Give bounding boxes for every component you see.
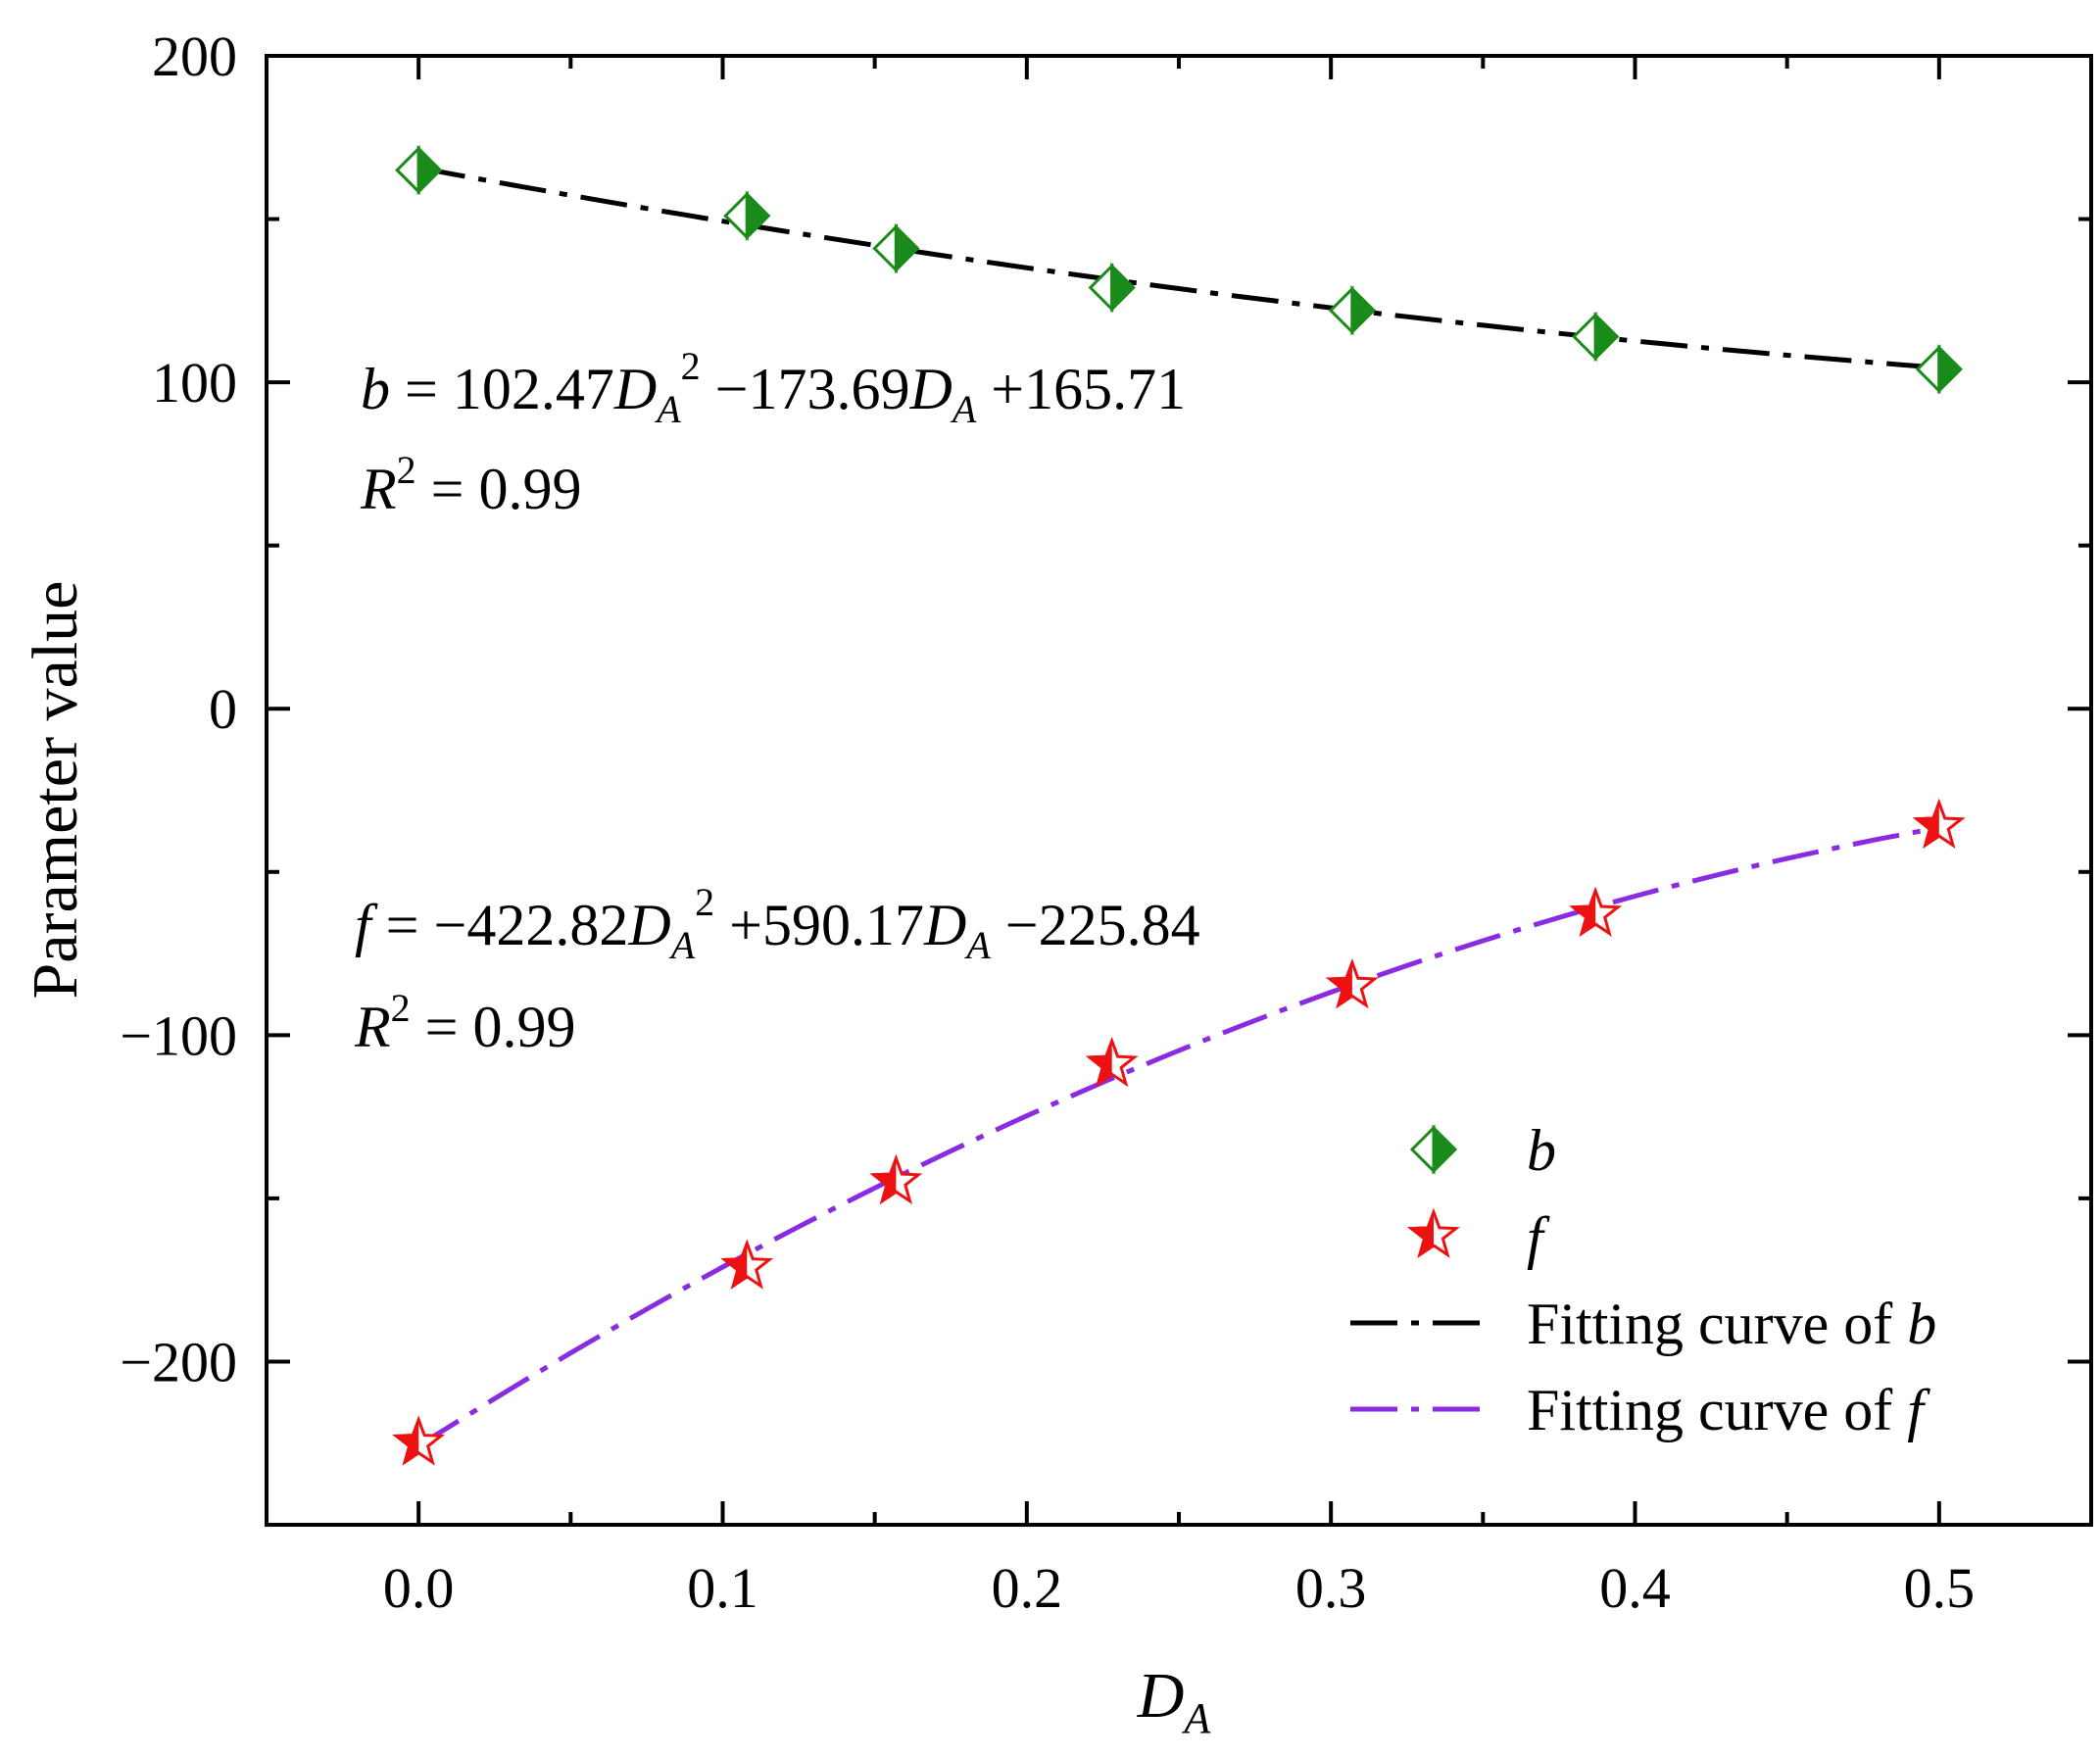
x-tick-label: 0.2 bbox=[992, 1556, 1063, 1620]
point-b bbox=[872, 222, 920, 274]
point-b bbox=[395, 144, 443, 196]
r-squared-b: R2 = 0.99 bbox=[360, 448, 582, 521]
legend-label-fit-f: Fitting curve of f bbox=[1527, 1378, 1930, 1442]
y-tick-label: −200 bbox=[120, 1330, 237, 1393]
legend-marker-b bbox=[1409, 1124, 1458, 1175]
x-tick-label: 0.3 bbox=[1295, 1556, 1367, 1620]
x-tick-label: 0.1 bbox=[687, 1556, 758, 1620]
legend-label-fit-b: Fitting curve of b bbox=[1527, 1292, 1936, 1356]
point-f bbox=[720, 1239, 774, 1290]
series-f-points bbox=[392, 798, 1966, 1466]
legend-star-marker bbox=[1407, 1207, 1460, 1258]
y-tick-label: 0 bbox=[209, 677, 237, 741]
equation-b: b = 102.47DA2 −173.69DA +165.71 bbox=[361, 344, 1186, 431]
point-f bbox=[1912, 798, 1966, 850]
equation-f: f = −422.82DA2 +590.17DA −225.84 bbox=[355, 880, 1200, 967]
y-tick-label: 200 bbox=[152, 24, 237, 88]
y-tick-label: −100 bbox=[120, 1003, 237, 1067]
legend-marker-f bbox=[1407, 1207, 1460, 1258]
x-tick-label: 0.5 bbox=[1904, 1556, 1976, 1620]
fit-curve-b bbox=[417, 165, 1939, 370]
point-f bbox=[1325, 958, 1379, 1009]
point-b bbox=[1915, 344, 1963, 395]
point-f bbox=[869, 1153, 923, 1205]
point-b bbox=[1088, 262, 1136, 314]
point-b bbox=[723, 190, 771, 241]
legend-label-b: b bbox=[1527, 1118, 1556, 1183]
point-f bbox=[1569, 886, 1623, 938]
plot-area bbox=[265, 54, 2093, 1527]
series-b-points bbox=[395, 144, 1963, 395]
fit-curve-f bbox=[416, 825, 1940, 1448]
x-tick-label: 0.4 bbox=[1599, 1556, 1671, 1620]
point-f bbox=[1085, 1036, 1139, 1088]
y-axis-ticks: 200 100 0 −100 −200 bbox=[120, 24, 2091, 1393]
point-f bbox=[392, 1415, 446, 1466]
legend-diamond-marker bbox=[1409, 1124, 1458, 1175]
y-tick-label: 100 bbox=[152, 351, 237, 415]
x-tick-label: 0.0 bbox=[383, 1556, 455, 1620]
x-axis-label: DA bbox=[1137, 1660, 1212, 1742]
y-axis-label: Parameter value bbox=[20, 581, 91, 1000]
x-axis-ticks: 0.0 0.1 0.2 0.3 0.4 0.5 bbox=[383, 56, 1975, 1620]
point-b bbox=[1572, 311, 1620, 363]
r-squared-f: R2 = 0.99 bbox=[354, 986, 576, 1059]
point-b bbox=[1328, 285, 1377, 336]
